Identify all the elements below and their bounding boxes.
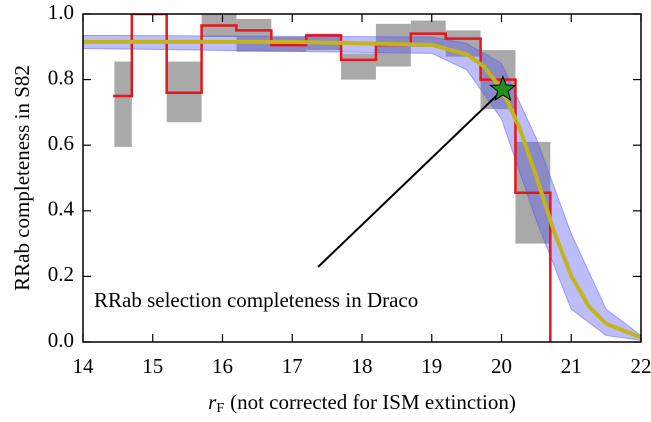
y-tick-label: 1.0 bbox=[48, 0, 74, 24]
plot-area bbox=[83, 14, 641, 342]
star-marker bbox=[489, 75, 517, 102]
x-label-subscript: F bbox=[216, 401, 224, 416]
x-tick-label: 22 bbox=[631, 354, 651, 378]
y-tick-label: 0.0 bbox=[48, 328, 74, 352]
x-tick-label: 19 bbox=[421, 354, 442, 378]
x-tick-label: 15 bbox=[142, 354, 163, 378]
error-box bbox=[236, 18, 272, 52]
x-axis-label: rF (not corrected for ISM extinction) bbox=[208, 390, 516, 416]
error-box bbox=[114, 61, 132, 147]
x-tick-label: 18 bbox=[352, 354, 373, 378]
error-box bbox=[341, 53, 376, 80]
x-tick-label: 20 bbox=[491, 354, 512, 378]
y-tick-label: 0.6 bbox=[48, 131, 74, 155]
x-tick-label: 16 bbox=[212, 354, 233, 378]
x-label-symbol: r bbox=[208, 390, 217, 414]
x-tick-label: 21 bbox=[561, 354, 582, 378]
x-label-text: (not corrected for ISM extinction) bbox=[230, 390, 516, 414]
y-tick-label: 0.4 bbox=[48, 197, 75, 221]
annotation-arrow bbox=[317, 92, 500, 268]
sample-band bbox=[83, 34, 641, 341]
x-tick-label: 17 bbox=[282, 354, 303, 378]
annotation: RRab selection completeness in Draco bbox=[94, 288, 418, 312]
x-tick-label: 14 bbox=[73, 354, 95, 378]
fit-curve bbox=[83, 39, 641, 340]
y-axis-label: RRab completeness in S82 bbox=[10, 65, 34, 291]
y-tick-label: 0.2 bbox=[48, 262, 74, 286]
y-tick-label: 0.8 bbox=[48, 65, 74, 89]
